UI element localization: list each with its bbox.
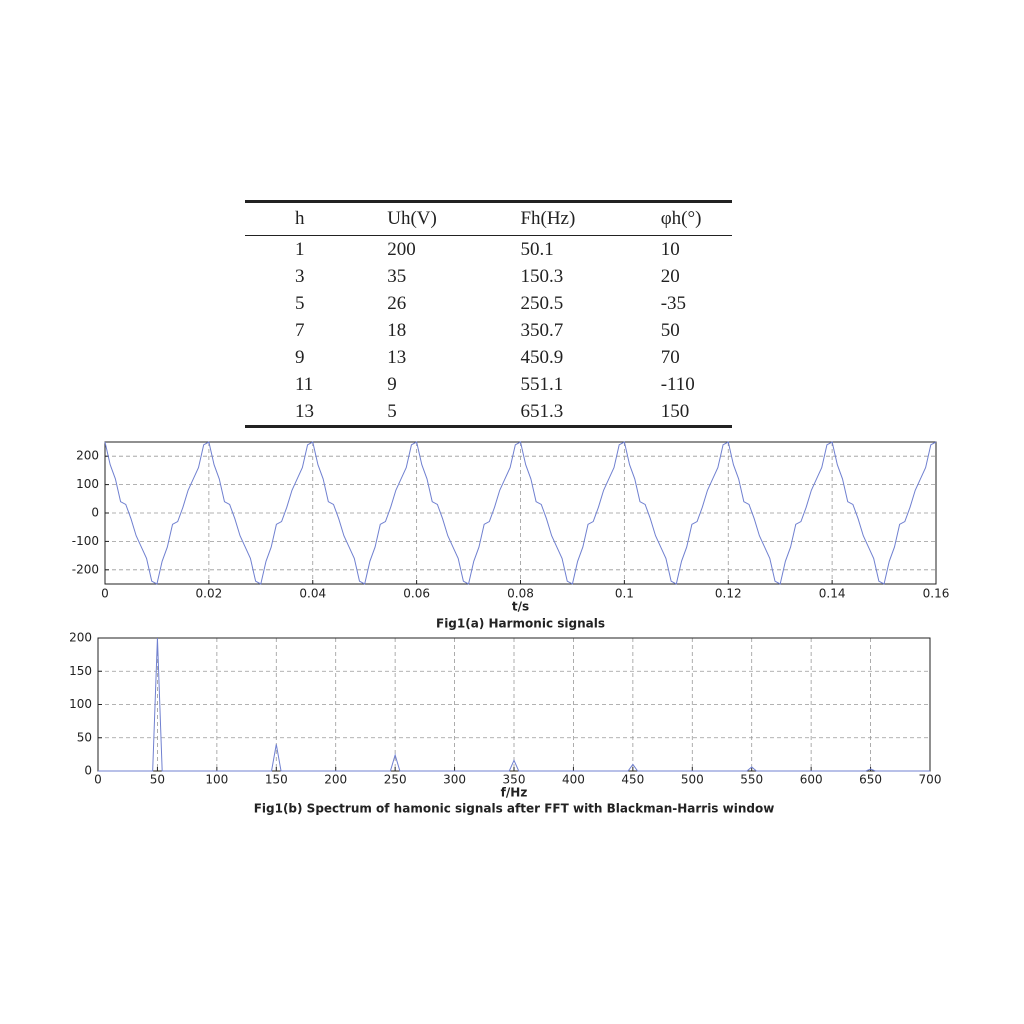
table-cell: 20 [660, 265, 680, 287]
y-tick-label: 0 [84, 764, 92, 778]
signal-line [98, 637, 930, 772]
plot-frame [97, 637, 931, 772]
table-cell: 350.7 [520, 319, 564, 341]
table-cell: 450.9 [520, 346, 564, 368]
header-cell: h [245, 200, 338, 236]
table-cell: 50 [660, 319, 680, 341]
figure-title: Fig1(b) Spectrum of hamonic signals afte… [254, 802, 775, 816]
x-tick-label: 450 [621, 773, 644, 787]
table-row: 1 200 50.1 10 [245, 236, 732, 264]
table-cell: 11 [295, 373, 314, 395]
x-tick-label: 700 [919, 773, 942, 787]
x-tick-label: 200 [324, 773, 347, 787]
header-cell: Uh(V) [337, 200, 471, 236]
table-cell: 10 [660, 238, 680, 260]
header-cell: φh(°) [610, 200, 732, 236]
x-tick-label: 150 [265, 773, 288, 787]
table-cell: 70 [660, 346, 680, 368]
table-cell: 13 [245, 398, 338, 428]
x-tick-label: 300 [443, 773, 466, 787]
x-tick-label: 0.14 [819, 587, 846, 601]
table-cell: 651.3 [470, 398, 611, 428]
x-tick-label: 0 [101, 587, 109, 601]
table-cell: 13 [387, 346, 407, 368]
x-tick-label: 250 [384, 773, 407, 787]
x-tick-label: 0.08 [507, 587, 534, 601]
table-cell: -110 [660, 373, 695, 395]
y-tick-label: 100 [76, 477, 99, 491]
x-tick-label: 500 [681, 773, 704, 787]
x-tick-label: 650 [859, 773, 882, 787]
y-tick-label: 200 [69, 631, 92, 645]
x-axis-label: t/s [512, 600, 529, 614]
table-cell: 3 [295, 265, 305, 287]
x-tick-label: 0.02 [196, 587, 223, 601]
figure-title: Fig1(a) Harmonic signals [436, 617, 605, 631]
table-cell: 1 [295, 238, 305, 260]
table-cell: 9 [387, 373, 397, 395]
x-tick-label: 400 [562, 773, 585, 787]
table-cell: 35 [387, 265, 407, 287]
table-row: 9 13 450.9 70 [245, 344, 732, 371]
table-cell: 50.1 [520, 238, 554, 260]
x-tick-label: 0.04 [299, 587, 326, 601]
table-cell: 9 [295, 346, 305, 368]
table-header: h Uh(V) Fh(Hz) φh(°) [245, 200, 732, 236]
y-tick-label: -100 [72, 534, 99, 548]
x-tick-label: 350 [503, 773, 526, 787]
table-row: 7 18 350.7 50 [245, 317, 732, 344]
table-cell: 18 [387, 319, 407, 341]
y-tick-label: 100 [69, 697, 92, 711]
x-tick-label: 0 [94, 773, 102, 787]
table-row: 5 26 250.5 -35 [245, 290, 732, 317]
table-cell: 5 [295, 292, 305, 314]
table-row: 13 5 651.3 150 [245, 398, 732, 428]
x-tick-label: 0.12 [715, 587, 742, 601]
x-tick-label: 0.1 [615, 587, 634, 601]
table-row: 11 9 551.1 -110 [245, 371, 732, 398]
y-tick-label: -200 [72, 562, 99, 576]
x-tick-label: 550 [740, 773, 763, 787]
table-cell: -35 [660, 292, 687, 314]
x-axis-label: f/Hz [501, 786, 528, 800]
table-row: 3 35 150.3 20 [245, 263, 732, 290]
x-tick-label: 600 [800, 773, 823, 787]
table-cell: 7 [295, 319, 305, 341]
y-tick-label: 150 [69, 664, 92, 678]
table-cell: 200 [387, 238, 416, 260]
table-cell: 551.1 [520, 373, 564, 395]
header-cell: Fh(Hz) [470, 200, 611, 236]
table-cell: 150 [610, 398, 732, 428]
x-tick-label: 50 [150, 773, 165, 787]
x-tick-label: 100 [205, 773, 228, 787]
x-tick-label: 0.06 [403, 587, 430, 601]
x-tick-label: 0.16 [923, 587, 950, 601]
y-tick-label: 50 [77, 730, 92, 744]
table-cell: 5 [337, 398, 471, 428]
harmonic-table: h Uh(V) Fh(Hz) φh(°) 1 200 50.1 10 3 35 150.3 20 5 26… [245, 200, 732, 428]
table-cell: 26 [387, 292, 407, 314]
table-cell: 250.5 [520, 292, 564, 314]
table-cell: 150.3 [520, 265, 564, 287]
y-tick-label: 0 [91, 506, 99, 520]
signal-line [104, 441, 937, 585]
y-tick-label: 200 [76, 449, 99, 463]
